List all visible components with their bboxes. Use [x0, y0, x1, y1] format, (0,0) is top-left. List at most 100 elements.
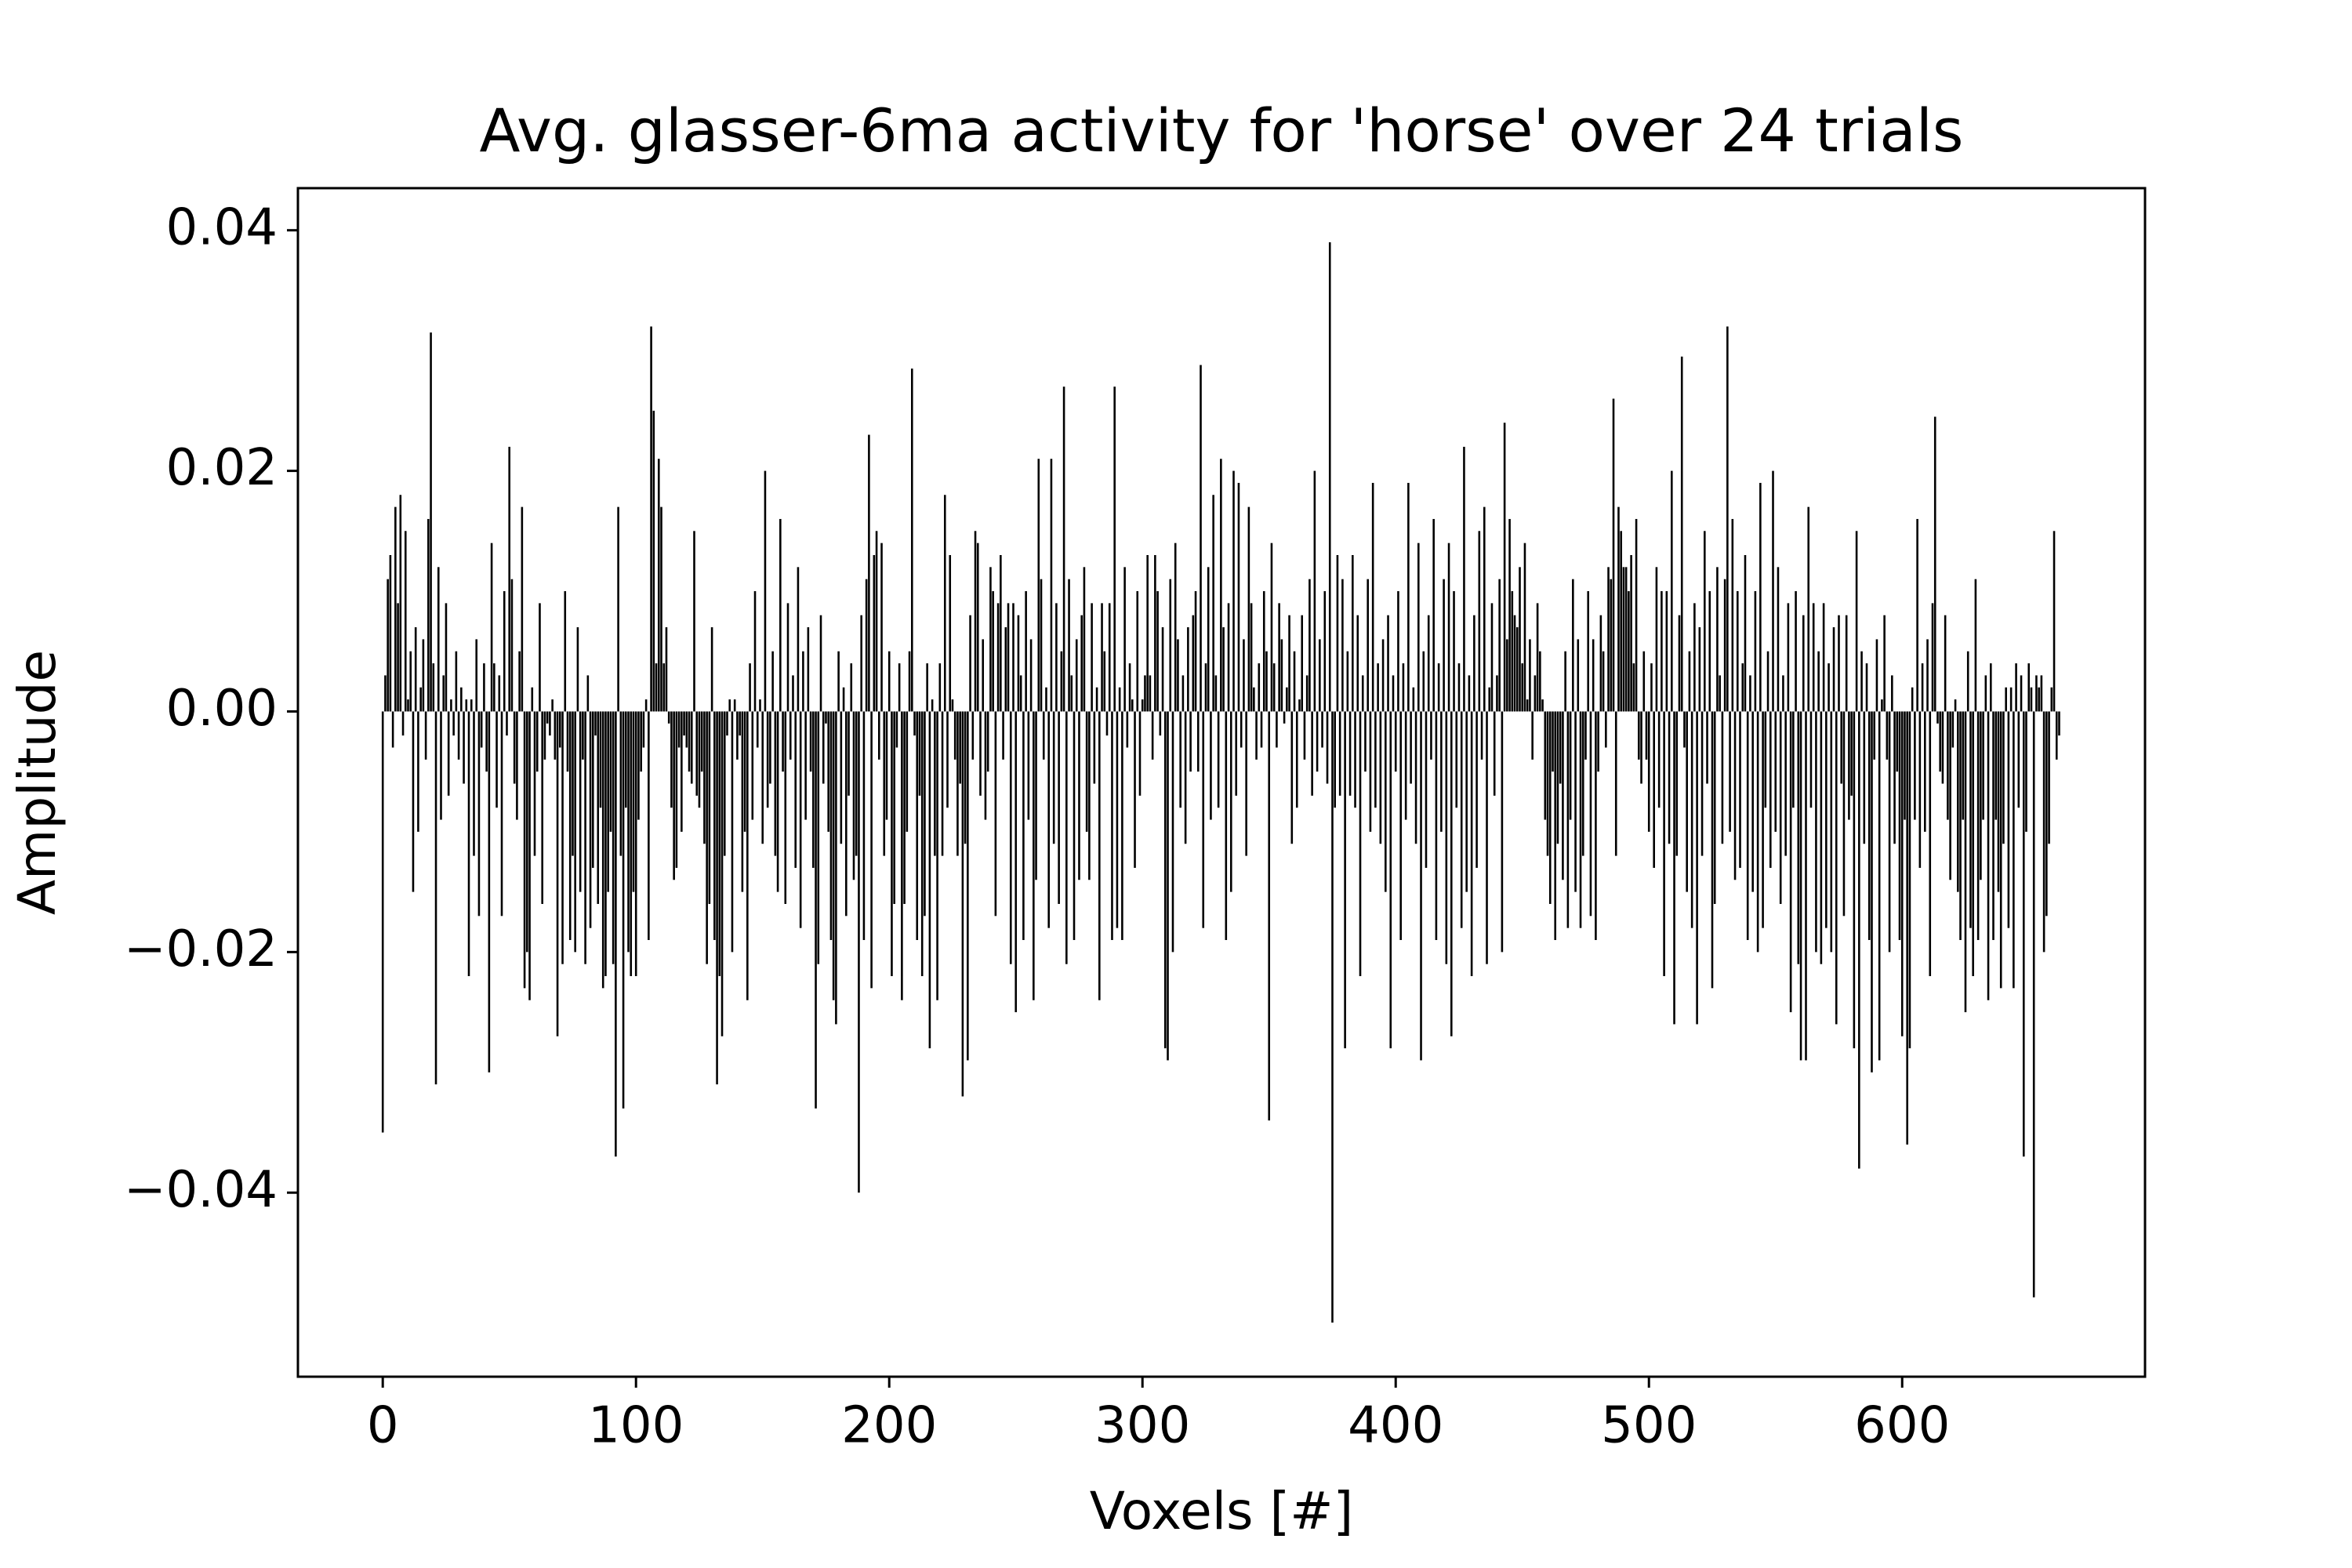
bar	[934, 711, 936, 856]
bar	[1589, 711, 1592, 916]
bar	[759, 699, 761, 712]
bar	[883, 711, 886, 856]
bar	[2013, 711, 2015, 989]
bar	[1189, 711, 1192, 772]
bar	[1569, 711, 1572, 820]
bar	[601, 711, 604, 989]
bar	[1027, 711, 1030, 820]
bar	[440, 711, 442, 820]
bar	[1217, 711, 1220, 808]
bar	[779, 518, 782, 712]
bar	[1443, 579, 1445, 712]
bar	[1597, 711, 1599, 772]
x-tick-label: 500	[1601, 1397, 1697, 1455]
bar	[880, 543, 883, 712]
bar	[1387, 615, 1389, 712]
bar	[1835, 711, 1838, 1025]
bar	[1045, 687, 1047, 712]
bar	[1746, 711, 1749, 941]
bar	[1665, 591, 1668, 712]
bar	[681, 711, 683, 832]
y-tick-label: −0.02	[124, 920, 278, 978]
bar	[1161, 627, 1164, 712]
bar	[971, 711, 975, 760]
bar	[1025, 591, 1027, 712]
bar	[612, 711, 615, 964]
bar	[1546, 711, 1549, 856]
bar	[586, 675, 590, 712]
bar	[1037, 459, 1040, 712]
bar	[630, 711, 633, 977]
bar	[1797, 711, 1800, 964]
bar	[1313, 470, 1316, 712]
bar	[1136, 591, 1139, 712]
bar	[695, 711, 699, 796]
bar	[1352, 554, 1354, 712]
bar	[992, 591, 994, 712]
bar	[746, 711, 749, 1000]
bar	[1926, 639, 1929, 712]
bar	[1098, 711, 1101, 1000]
bar	[1490, 603, 1494, 712]
bar	[862, 711, 866, 941]
bar	[488, 711, 491, 1073]
bar	[609, 711, 612, 832]
bar	[1513, 615, 1516, 712]
bar	[1731, 518, 1734, 712]
bar	[1820, 711, 1823, 964]
bar	[615, 711, 617, 1157]
bar	[1966, 651, 1969, 712]
bar	[2038, 687, 2040, 712]
bar	[887, 651, 891, 712]
bar	[733, 699, 736, 712]
bar	[503, 591, 506, 712]
bar	[397, 603, 399, 712]
bar	[1762, 711, 1764, 928]
bar	[1091, 603, 1093, 712]
bar	[976, 543, 979, 712]
bar	[1283, 711, 1286, 724]
bar	[1455, 711, 1458, 808]
bar	[506, 711, 508, 736]
bar	[1298, 699, 1301, 712]
bar	[1167, 711, 1169, 1061]
bar	[1019, 675, 1022, 712]
bar	[1886, 711, 1889, 760]
bar	[1951, 711, 1955, 748]
bar	[1503, 423, 1506, 712]
bar	[1867, 711, 1871, 941]
bar	[434, 711, 437, 1085]
bar	[918, 711, 921, 796]
bar	[644, 699, 648, 712]
bar	[1336, 554, 1339, 712]
bar	[809, 711, 812, 772]
bar	[1123, 567, 1126, 712]
bar	[1065, 711, 1068, 964]
bar	[467, 711, 470, 977]
x-tick-label: 600	[1854, 1397, 1950, 1455]
bar	[1465, 711, 1468, 892]
bar	[1959, 711, 1962, 941]
bar	[637, 711, 640, 820]
bar	[1371, 482, 1374, 712]
bar	[1214, 675, 1218, 712]
bar	[1904, 711, 1906, 820]
bar	[2002, 711, 2005, 844]
bar	[1812, 603, 1815, 712]
bar	[858, 711, 860, 1193]
bar	[627, 711, 630, 953]
bar	[1179, 711, 1181, 808]
bar	[1587, 591, 1590, 712]
bar	[1210, 711, 1212, 820]
bar	[1101, 603, 1103, 712]
bar	[1521, 663, 1524, 712]
bar	[387, 579, 389, 712]
bar	[1599, 615, 1602, 712]
bar	[1721, 711, 1724, 844]
bar	[700, 711, 703, 772]
bar	[607, 711, 609, 892]
bar	[1875, 639, 1878, 712]
bar	[2040, 675, 2043, 712]
bar	[848, 711, 850, 796]
